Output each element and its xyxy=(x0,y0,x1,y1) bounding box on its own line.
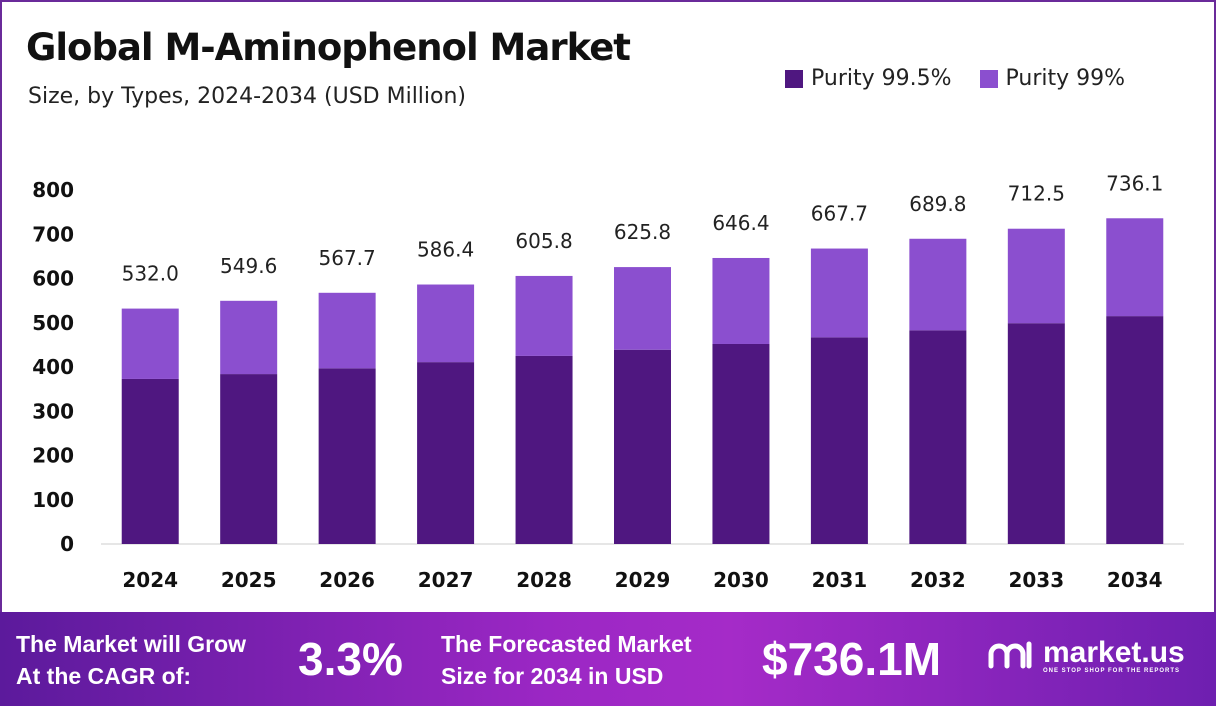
bar-segment-purity-99-5 xyxy=(712,343,770,544)
data-label: 667.7 xyxy=(811,202,868,226)
bar-segment-purity-99 xyxy=(1106,218,1164,317)
bar-segment-purity-99 xyxy=(220,300,278,375)
footer-banner: The Market will Grow At the CAGR of: 3.3%… xyxy=(0,612,1216,706)
y-tick-label: 800 xyxy=(32,178,74,202)
y-tick-label: 400 xyxy=(32,355,74,379)
y-tick-label: 200 xyxy=(32,444,74,468)
legend-swatch xyxy=(979,69,998,88)
x-tick-label: 2034 xyxy=(1107,568,1163,592)
x-tick-label: 2029 xyxy=(615,568,671,592)
x-tick-label: 2027 xyxy=(418,568,474,592)
bar-segment-purity-99 xyxy=(1007,228,1065,324)
y-tick-label: 300 xyxy=(32,399,74,423)
brand-tagline: ONE STOP SHOP FOR THE REPORTS xyxy=(1043,668,1181,674)
legend: Purity 99.5% Purity 99% xyxy=(785,66,1125,91)
bar-segment-purity-99-5 xyxy=(220,374,278,544)
bar-segment-purity-99-5 xyxy=(318,368,376,544)
y-tick-label: 700 xyxy=(32,222,74,246)
bar-segment-purity-99 xyxy=(712,257,770,344)
bar-segment-purity-99 xyxy=(318,292,376,369)
data-label: 712.5 xyxy=(1008,182,1065,206)
y-tick-label: 0 xyxy=(60,532,74,556)
legend-item-purity-99: Purity 99% xyxy=(979,66,1126,91)
x-tick-label: 2033 xyxy=(1008,568,1064,592)
x-tick-label: 2028 xyxy=(516,568,572,592)
bar-segment-purity-99-5 xyxy=(121,378,179,544)
data-label: 549.6 xyxy=(220,254,277,278)
x-tick-label: 2032 xyxy=(910,568,966,592)
bar-segment-purity-99-5 xyxy=(1106,316,1164,544)
logo-icon xyxy=(988,641,1032,669)
cagr-label: The Market will Grow At the CAGR of: xyxy=(16,628,246,692)
y-tick-label: 100 xyxy=(32,488,74,512)
data-label: 646.4 xyxy=(712,211,769,235)
bar-segment-purity-99 xyxy=(909,238,967,331)
bar-segment-purity-99 xyxy=(417,284,475,363)
data-label: 689.8 xyxy=(909,192,966,216)
x-tick-label: 2026 xyxy=(319,568,375,592)
bar-segment-purity-99 xyxy=(614,267,671,350)
x-tick-label: 2031 xyxy=(812,568,868,592)
forecast-value: $736.1M xyxy=(762,633,942,685)
data-label: 736.1 xyxy=(1106,171,1163,195)
bar-chart: 0 100 200 300 400 500 600 700 800 532.0 2024 549.6 2… xyxy=(32,171,1184,592)
bar-segment-purity-99 xyxy=(515,275,573,356)
forecast-label-line: The Forecasted Market xyxy=(441,631,692,657)
y-tick-label: 500 xyxy=(32,311,74,335)
forecast-label-line: Size for 2034 in USD xyxy=(441,663,664,689)
bar-segment-purity-99-5 xyxy=(909,330,967,544)
x-tick-label: 2024 xyxy=(122,568,178,592)
legend-label: Purity 99.5% xyxy=(811,66,952,91)
legend-label: Purity 99% xyxy=(1005,66,1126,91)
data-label: 532.0 xyxy=(122,262,179,286)
bar-segment-purity-99-5 xyxy=(810,337,868,544)
cagr-label-line: The Market will Grow xyxy=(16,631,247,657)
bar-segment-purity-99-5 xyxy=(1007,323,1065,544)
x-tick-label: 2025 xyxy=(221,568,277,592)
brand-name: market.us xyxy=(1043,636,1185,669)
cagr-label-line: At the CAGR of: xyxy=(16,663,192,689)
data-label: 625.8 xyxy=(614,220,671,244)
forecast-label: The Forecasted Market Size for 2034 in US… xyxy=(441,628,692,692)
bar-segment-purity-99 xyxy=(121,308,179,379)
x-tick-label: 2030 xyxy=(713,568,769,592)
data-label: 567.7 xyxy=(319,246,376,270)
legend-item-purity-99-5: Purity 99.5% xyxy=(785,66,952,91)
y-tick-label: 600 xyxy=(32,267,74,291)
market-us-logo: market.us ONE STOP SHOP FOR THE REPORTS xyxy=(985,636,1185,676)
data-label: 605.8 xyxy=(515,229,572,253)
data-label: 586.4 xyxy=(417,238,474,262)
chart-subtitle: Size, by Types, 2024-2034 (USD Million) xyxy=(28,84,467,109)
legend-swatch xyxy=(785,69,803,88)
cagr-value: 3.3% xyxy=(298,633,403,685)
bar-segment-purity-99-5 xyxy=(515,355,573,544)
bar-segment-purity-99 xyxy=(810,248,868,338)
chart-title: Global M-Aminophenol Market xyxy=(26,26,631,69)
bar-segment-purity-99-5 xyxy=(614,349,671,544)
bar-segment-purity-99-5 xyxy=(417,362,475,544)
